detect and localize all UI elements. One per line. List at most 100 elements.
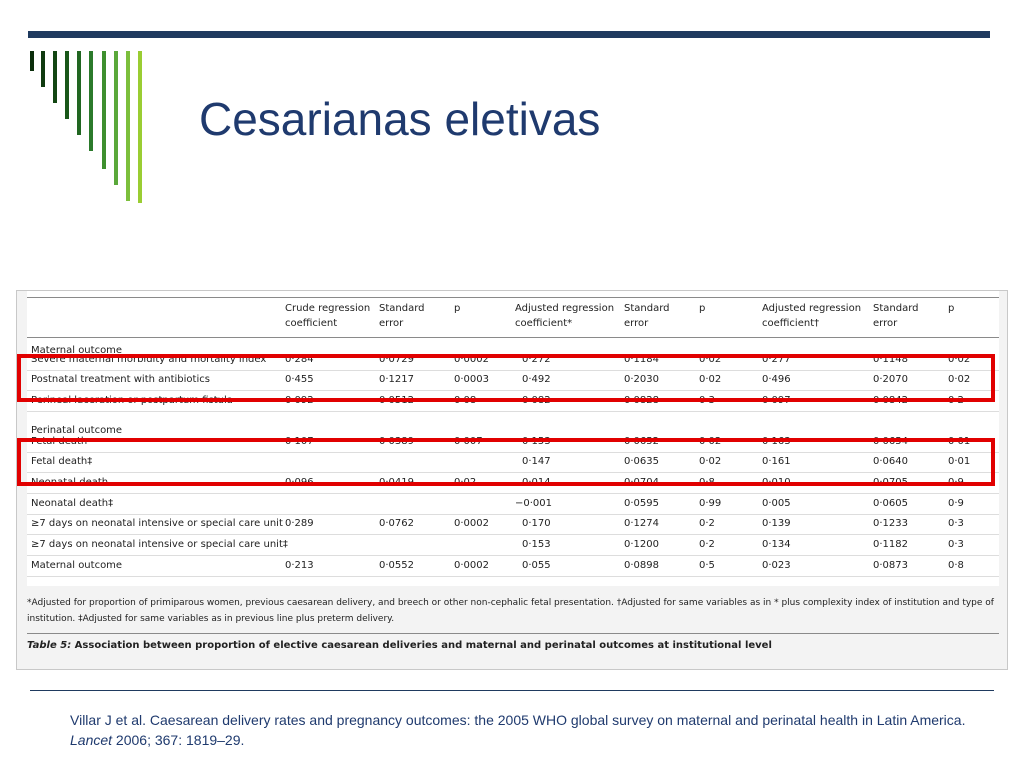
table-cell: 0·272 bbox=[522, 354, 551, 365]
column-header-line2: coefficient† bbox=[762, 318, 820, 329]
table-cell: 0·2 bbox=[699, 518, 715, 529]
caption-label: Table 5: bbox=[27, 640, 72, 651]
table-cell: 0·2030 bbox=[624, 374, 659, 385]
highlight-box-maternal bbox=[17, 354, 995, 402]
citation: Villar J et al. Caesarean delivery rates… bbox=[70, 710, 1000, 750]
decor-bar bbox=[65, 51, 69, 119]
table-cell: 0·161 bbox=[762, 456, 791, 467]
table-cell: 0·0898 bbox=[624, 560, 659, 571]
row-separator bbox=[27, 576, 999, 577]
table-cell: 0·0873 bbox=[873, 560, 908, 571]
column-header-line1: Crude regression bbox=[285, 303, 371, 314]
table-cell: 0·02 bbox=[699, 374, 722, 385]
row-separator bbox=[27, 472, 999, 473]
table-cell: 0·153 bbox=[522, 539, 551, 550]
table-cell: 0·289 bbox=[285, 518, 314, 529]
column-header-line2: error bbox=[624, 318, 649, 329]
row-separator bbox=[27, 493, 999, 494]
table-cell: 0·213 bbox=[285, 560, 314, 571]
table-row: ≥7 days on neonatal intensive or special… bbox=[17, 535, 989, 555]
row-separator bbox=[27, 555, 999, 556]
caption-text: Association between proportion of electi… bbox=[71, 640, 772, 651]
table-image: Crude regression coefficient Standard error… bbox=[16, 290, 1008, 670]
table-cell: 0·147 bbox=[522, 456, 551, 467]
table-cell: 0·0729 bbox=[379, 354, 414, 365]
table-cell: 0·02 bbox=[699, 354, 722, 365]
column-header-line2: error bbox=[379, 318, 404, 329]
column-header-line1: Adjusted regression bbox=[515, 303, 615, 314]
table-cell: 0·0605 bbox=[873, 498, 908, 509]
citation-journal: Lancet bbox=[70, 732, 113, 748]
table-row: Severe maternal morbidity and mortality … bbox=[17, 350, 989, 370]
table-cell: 0·0640 bbox=[873, 456, 908, 467]
column-header-line2: error bbox=[873, 318, 898, 329]
row-separator bbox=[27, 370, 999, 371]
row-separator bbox=[27, 514, 999, 515]
table-cell: 0·492 bbox=[522, 374, 551, 385]
decor-bar bbox=[77, 51, 81, 135]
table-cell: 0·3 bbox=[948, 518, 964, 529]
column-header-line2: coefficient bbox=[285, 318, 338, 329]
table-cell: 0·1274 bbox=[624, 518, 659, 529]
table-cell: 0·0552 bbox=[379, 560, 414, 571]
table-cell: 0·1184 bbox=[624, 354, 659, 365]
row-label: Fetal death‡ bbox=[31, 456, 93, 467]
row-label: Postnatal treatment with antibiotics bbox=[31, 374, 210, 385]
decor-bar bbox=[138, 51, 142, 203]
decor-bar bbox=[126, 51, 130, 201]
table-cell: 0·496 bbox=[762, 374, 791, 385]
table-cell: 0·8 bbox=[948, 560, 964, 571]
table-cell: 0·02 bbox=[948, 374, 971, 385]
row-label: Severe maternal morbidity and mortality … bbox=[31, 354, 267, 365]
page-title: Cesarianas eletivas bbox=[199, 93, 601, 145]
table-cell: 0·1217 bbox=[379, 374, 414, 385]
table-cell: 0·01 bbox=[948, 456, 971, 467]
table-cell: 0·1233 bbox=[873, 518, 908, 529]
row-label: ≥7 days on neonatal intensive or special… bbox=[31, 518, 283, 529]
column-header: Adjusted regression coefficient† bbox=[762, 301, 861, 331]
table-cell: 0·0002 bbox=[454, 518, 489, 529]
table-cell: 0·005 bbox=[762, 498, 791, 509]
table-cell: 0·134 bbox=[762, 539, 791, 550]
decorative-bars bbox=[26, 51, 166, 211]
row-separator bbox=[27, 411, 999, 412]
table-cell: 0·0003 bbox=[454, 374, 489, 385]
table-cell: 0·277 bbox=[762, 354, 791, 365]
table-cell: 0·284 bbox=[285, 354, 314, 365]
caption-top-line bbox=[27, 633, 999, 634]
column-header-line1: Standard bbox=[379, 303, 425, 314]
column-header-line2: coefficient* bbox=[515, 318, 573, 329]
column-header: Standard error bbox=[624, 301, 670, 331]
citation-details: 2006; 367: 1819–29. bbox=[112, 732, 245, 748]
table-cell: 0·055 bbox=[522, 560, 551, 571]
table-cell: 0·023 bbox=[762, 560, 791, 571]
bottom-rule bbox=[30, 690, 994, 691]
table-cell: 0·2 bbox=[699, 539, 715, 550]
column-header: p bbox=[454, 301, 460, 316]
column-header-line1: p bbox=[454, 303, 461, 314]
row-label: Maternal outcome bbox=[31, 560, 123, 571]
table-caption: Table 5: Association between proportion … bbox=[27, 640, 772, 651]
column-header: p bbox=[948, 301, 954, 316]
table-row: Maternal outcome 0·213 0·0552 0·0002 0·055 0·… bbox=[17, 556, 989, 576]
highlight-box-perinatal bbox=[17, 438, 995, 486]
table-cell: 0·0762 bbox=[379, 518, 414, 529]
table-cell: 0·0595 bbox=[624, 498, 659, 509]
row-label: ≥7 days on neonatal intensive or special… bbox=[31, 539, 288, 550]
column-header: Crude regression coefficient bbox=[285, 301, 370, 331]
column-header: Standard error bbox=[379, 301, 425, 331]
table-footnote: *Adjusted for proportion of primiparous … bbox=[27, 598, 994, 624]
decor-bar bbox=[30, 51, 34, 71]
table-row: Postnatal treatment with antibiotics 0·45… bbox=[17, 370, 989, 390]
table-cell: 0·02 bbox=[948, 354, 971, 365]
top-rule bbox=[28, 31, 990, 38]
table-top-line bbox=[27, 297, 999, 298]
table-cell: 0·1182 bbox=[873, 539, 908, 550]
section-perinatal-outcome: Perinatal outcome bbox=[31, 425, 123, 436]
row-separator bbox=[27, 452, 999, 453]
table-row: Neonatal death‡ −0·001 0·0595 0·99 0·005 0·06… bbox=[17, 494, 989, 514]
table-cell: 0·02 bbox=[699, 456, 722, 467]
table-cell: 0·455 bbox=[285, 374, 314, 385]
citation-text: Villar J et al. Caesarean delivery rates… bbox=[70, 712, 966, 728]
decor-bar bbox=[114, 51, 118, 185]
